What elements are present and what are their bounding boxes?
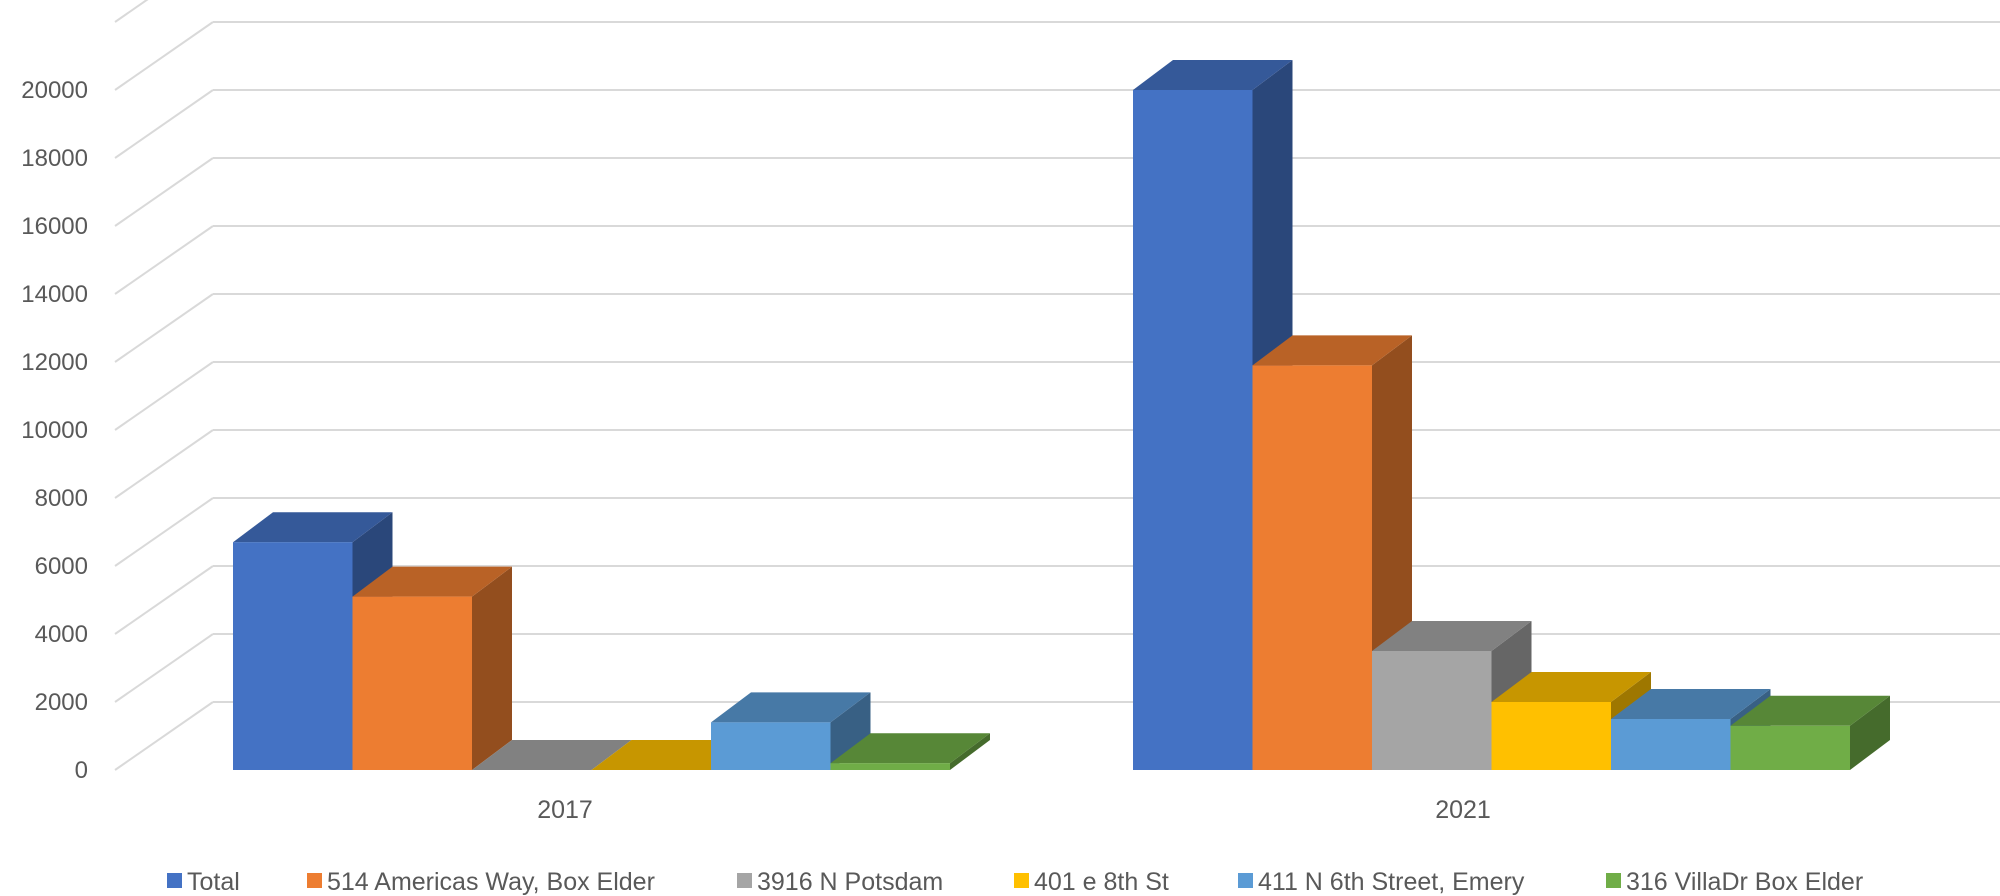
gridline-slant (114, 429, 214, 499)
y-tick-label: 2000 (35, 689, 88, 716)
legend: Total 514 Americas Way, Box Elder 3916 N P… (167, 868, 1863, 896)
gridline-slant (114, 21, 214, 91)
legend-swatch (167, 873, 182, 888)
legend-label: 316 VillaDr Box Elder (1626, 868, 1863, 896)
bar (1730, 695, 1890, 770)
gridline-slant (114, 633, 214, 703)
bar (711, 692, 871, 770)
bar (830, 733, 990, 770)
legend-item: 316 VillaDr Box Elder (1606, 868, 1863, 896)
y-tick-label: 12000 (21, 349, 88, 376)
gridline-slant (114, 361, 214, 431)
legend-label: 3916 N Potsdam (757, 868, 943, 896)
x-category-label: 2017 (537, 796, 593, 824)
gridline-slant (114, 701, 214, 771)
legend-swatch (737, 873, 752, 888)
bar (1491, 672, 1651, 770)
bar-group-2017 (233, 512, 990, 770)
y-tick-label: 20000 (21, 77, 88, 104)
legend-swatch (307, 873, 322, 888)
gridline-slant (114, 0, 149, 23)
legend-label: 401 e 8th St (1034, 868, 1169, 896)
legend-label: 411 N 6th Street, Emery (1258, 868, 1525, 896)
gridline-slant (114, 293, 214, 363)
legend-label: 514 Americas Way, Box Elder (327, 868, 655, 896)
gridline-slant (114, 89, 214, 159)
y-tick-label: 6000 (35, 553, 88, 580)
gridline-slant (114, 565, 214, 635)
legend-swatch (1606, 873, 1621, 888)
legend-item: Total (167, 868, 240, 896)
bar (352, 566, 512, 770)
gridline-slant (114, 497, 214, 567)
bar (472, 740, 632, 770)
legend-swatch (1014, 873, 1029, 888)
y-tick-label: 0 (75, 757, 88, 784)
bars (233, 60, 1890, 770)
y-tick-label: 8000 (35, 485, 88, 512)
gridlines (114, 0, 2000, 771)
legend-item: 411 N 6th Street, Emery (1238, 868, 1525, 896)
x-category-label: 2021 (1435, 796, 1491, 824)
bar (1252, 335, 1412, 770)
y-tick-label: 4000 (35, 621, 88, 648)
legend-label: Total (187, 868, 240, 896)
legend-swatch (1238, 873, 1253, 888)
x-axis-categories: 2017 2021 (537, 796, 1491, 824)
bar (1133, 60, 1293, 770)
legend-item: 514 Americas Way, Box Elder (307, 868, 655, 896)
legend-item: 401 e 8th St (1014, 868, 1169, 896)
legend-item: 3916 N Potsdam (737, 868, 943, 896)
bar-group-2021 (1133, 60, 1890, 770)
gridline-slant (114, 157, 214, 227)
y-tick-label: 16000 (21, 213, 88, 240)
y-axis-ticks: 0 2000 4000 6000 8000 10000 12000 14000 16000 180… (21, 77, 88, 784)
y-tick-label: 10000 (21, 417, 88, 444)
y-tick-label: 14000 (21, 281, 88, 308)
gridline-slant (114, 225, 214, 295)
y-tick-label: 18000 (21, 145, 88, 172)
